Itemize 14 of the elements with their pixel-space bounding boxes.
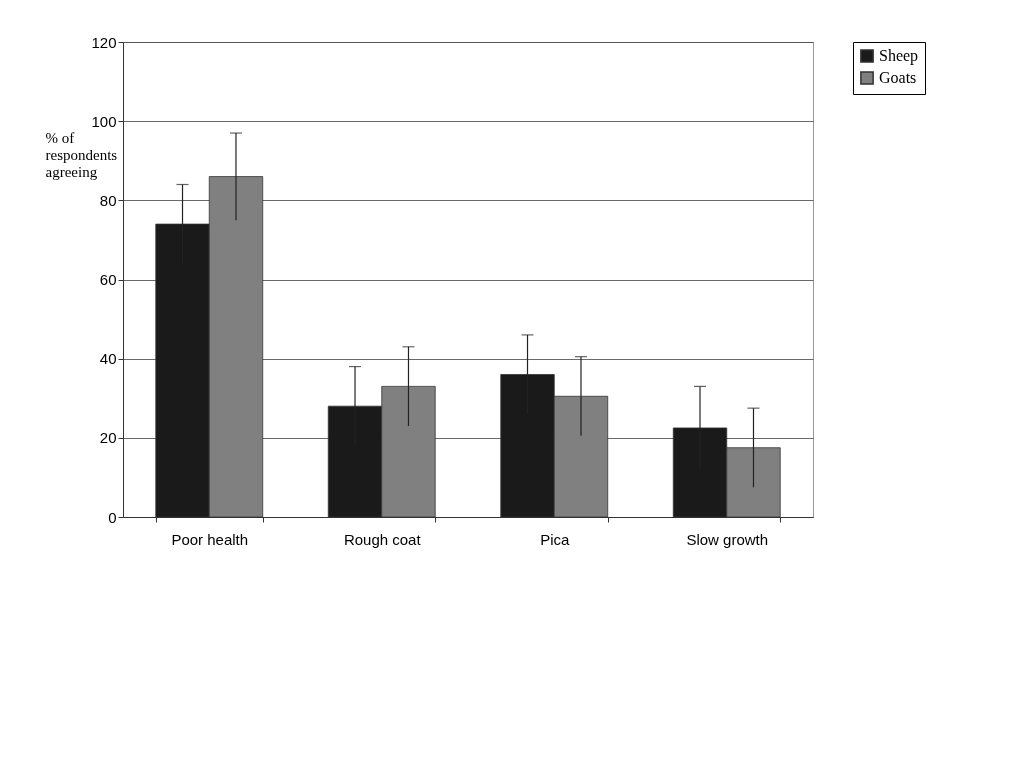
legend-label: Sheep <box>879 47 919 65</box>
x-tick-label: Pica <box>540 530 570 548</box>
y-tick-label: 100 <box>91 112 117 130</box>
x-tick-label: Slow growth <box>686 530 769 548</box>
legend-label: Goats <box>879 69 917 86</box>
y-tick-label: 60 <box>99 271 117 288</box>
y-tick-label: 0 <box>108 508 117 526</box>
y-tick-label: 20 <box>99 429 117 447</box>
y-tick-label: 120 <box>91 33 117 51</box>
y-axis-title: % of respondents agreeing <box>45 129 118 180</box>
x-tick-label: Poor health <box>171 530 249 548</box>
x-tick-label: Rough coat <box>343 530 422 548</box>
y-tick-label: 80 <box>99 191 117 209</box>
y-tick-label: 40 <box>99 350 117 368</box>
